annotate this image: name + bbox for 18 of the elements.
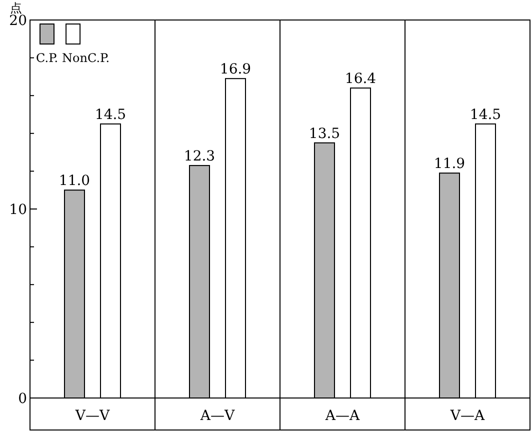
data-label: 14.5: [94, 106, 126, 123]
x-tick-label: V—A: [449, 408, 486, 424]
y-tick-label: 0: [18, 391, 27, 407]
y-tick-label: 10: [9, 202, 27, 218]
data-label: 16.9: [220, 62, 252, 78]
data-label: 11.0: [58, 173, 90, 190]
y-axis-title: 点: [10, 1, 22, 15]
data-label: 13.5: [308, 126, 340, 142]
y-tick-label: 20: [9, 13, 27, 29]
data-label: 11.9: [434, 156, 466, 172]
legend-label: NonC.P.: [62, 51, 110, 65]
x-tick-label: A—V: [199, 408, 236, 424]
x-tick-label: V—V: [74, 408, 110, 424]
data-label: 14.5: [470, 106, 502, 123]
legend-label: C.P.: [36, 51, 58, 65]
data-label: 16.4: [344, 71, 376, 88]
data-label: 12.3: [184, 148, 216, 165]
x-tick-label: A—A: [324, 408, 360, 424]
